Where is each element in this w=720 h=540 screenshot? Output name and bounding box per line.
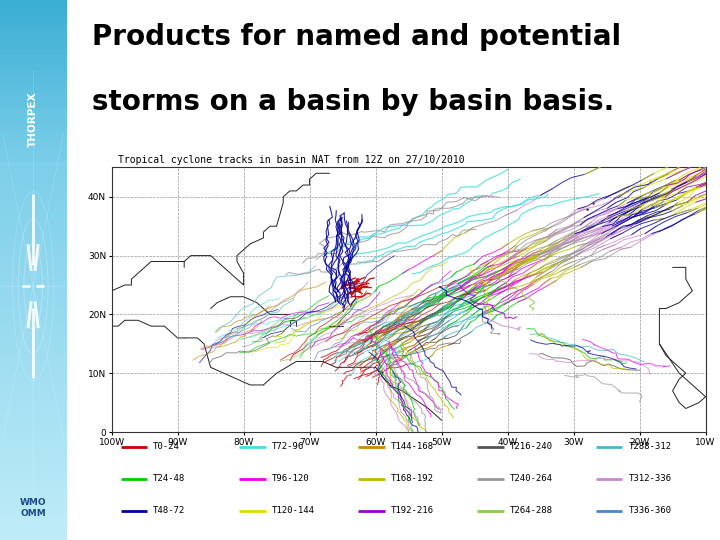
Text: THORPEX: THORPEX [28,91,38,146]
Text: T120-144: T120-144 [272,506,315,515]
Text: T48-72: T48-72 [153,506,186,515]
Text: T192-216: T192-216 [391,506,433,515]
Text: T264-288: T264-288 [510,506,552,515]
Text: T336-360: T336-360 [629,506,671,515]
Text: T96-120: T96-120 [272,474,310,483]
Text: T216-240: T216-240 [510,442,552,451]
Text: T144-168: T144-168 [391,442,433,451]
Text: T0-24: T0-24 [153,442,180,451]
Text: T72-96: T72-96 [272,442,305,451]
Text: T240-264: T240-264 [510,474,552,483]
Text: T312-336: T312-336 [629,474,671,483]
Text: T24-48: T24-48 [153,474,186,483]
Text: WMO
OMM: WMO OMM [20,497,46,518]
Text: T288-312: T288-312 [629,442,671,451]
Text: Tropical cyclone tracks in basin NAT from 12Z on 27/10/2010: Tropical cyclone tracks in basin NAT fro… [117,155,464,165]
Text: Products for named and potential: Products for named and potential [92,23,621,51]
Text: storms on a basin by basin basis.: storms on a basin by basin basis. [92,87,615,116]
Text: T168-192: T168-192 [391,474,433,483]
